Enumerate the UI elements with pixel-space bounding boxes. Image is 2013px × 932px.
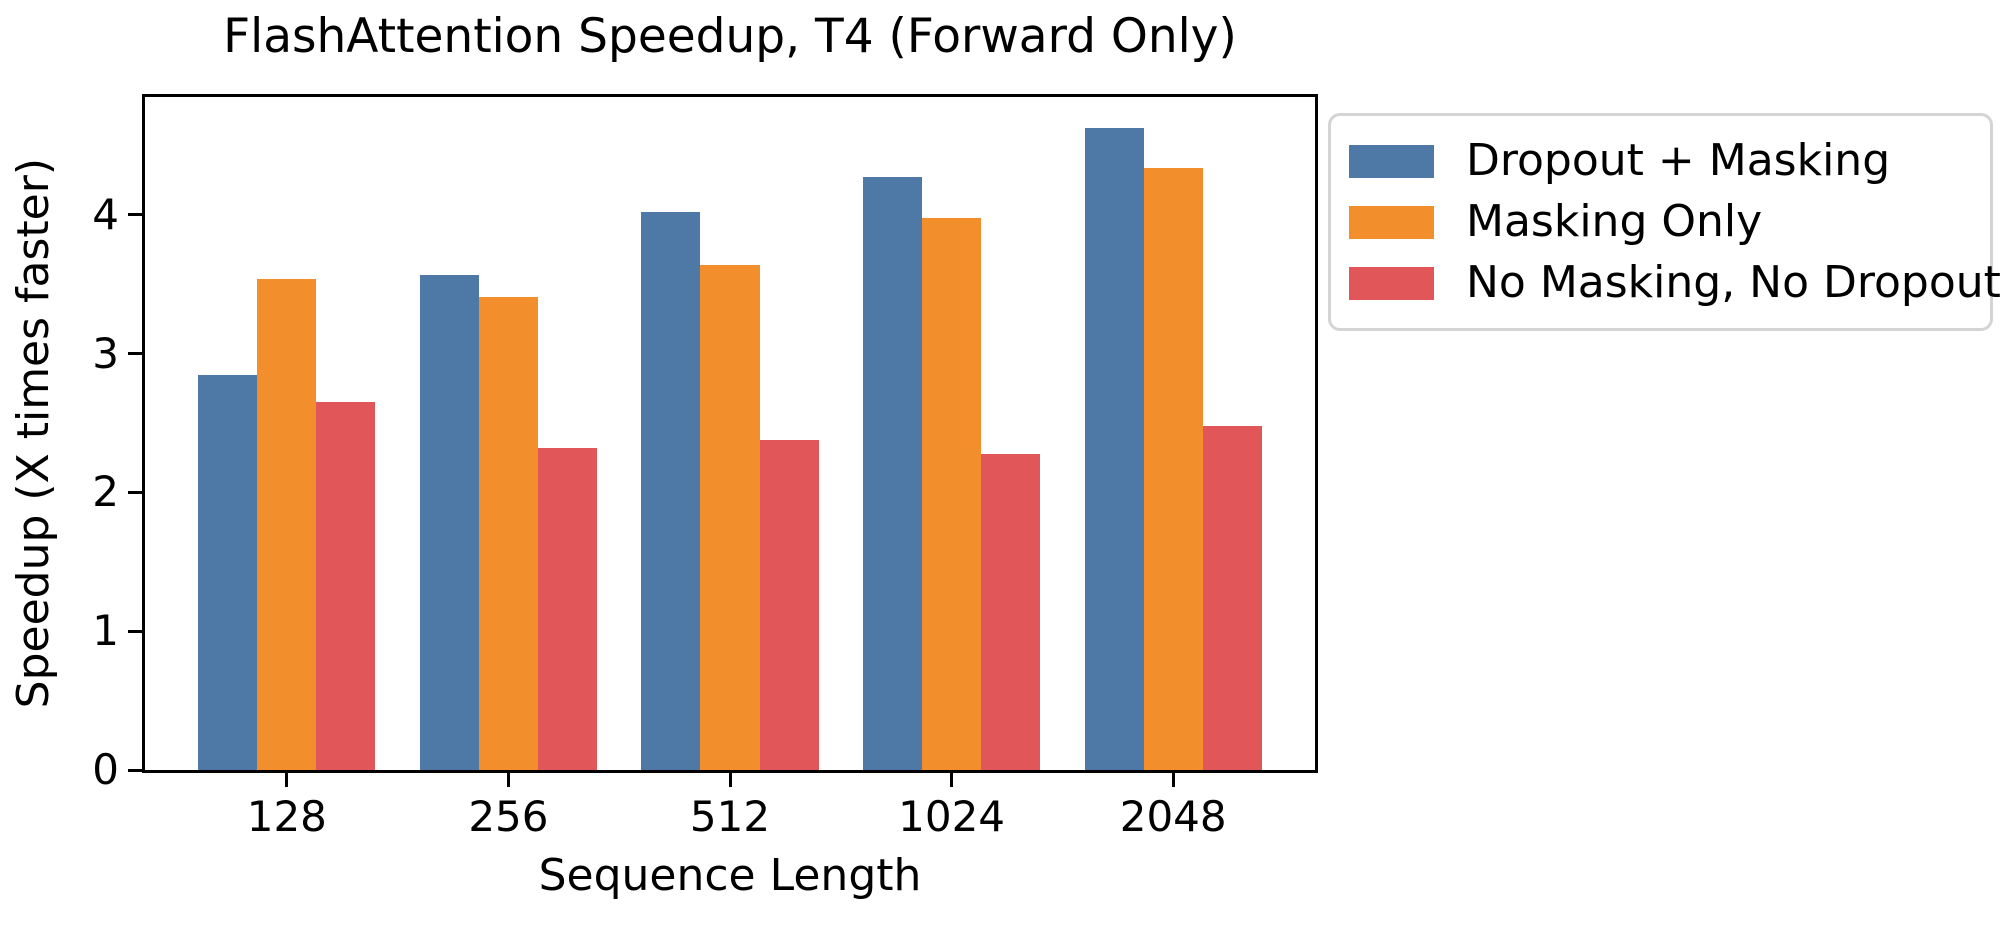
- x-tick-label-128: 128: [246, 792, 327, 841]
- bar-dropout-masking-128: [198, 374, 258, 770]
- bar-no-masking-no-dropout-1024: [981, 453, 1041, 770]
- bar-dropout-masking-512: [641, 212, 701, 770]
- x-axis-label: Sequence Length: [538, 850, 922, 901]
- bar-dropout-masking-2048: [1084, 127, 1144, 770]
- legend-label: No Masking, No Dropout: [1466, 257, 2001, 308]
- y-tick-label-2: 2: [92, 467, 119, 517]
- y-tick-label-0: 0: [92, 745, 119, 794]
- legend-swatch-masking-only: [1349, 205, 1434, 239]
- bar-masking-only-512: [700, 264, 760, 770]
- bar-no-masking-no-dropout-512: [759, 439, 819, 770]
- legend-item: No Masking, No Dropout: [1349, 261, 2001, 305]
- bar-dropout-masking-1024: [862, 177, 923, 770]
- x-tick-mark-128: [285, 773, 289, 787]
- x-tick-label-1024: 1024: [898, 792, 1006, 841]
- x-tick-label-256: 256: [468, 792, 549, 841]
- legend: Dropout + Masking Masking Only No Maskin…: [1328, 113, 2001, 331]
- y-tick-mark-1: [128, 629, 142, 633]
- x-tick-label-512: 512: [689, 792, 771, 841]
- y-tick-mark-0: [128, 768, 142, 772]
- x-tick-mark-1024: [950, 773, 954, 787]
- bar-dropout-masking-256: [419, 274, 479, 770]
- bar-masking-only-128: [257, 278, 317, 770]
- y-axis-label-wrap: Speedup (X times faster): [4, 97, 62, 770]
- y-tick-mark-4: [128, 213, 142, 217]
- y-tick-mark-3: [128, 352, 142, 356]
- y-tick-label-4: 4: [92, 189, 119, 239]
- legend-label: Masking Only: [1466, 196, 1763, 247]
- plot-area: 0 1 2 3 4 128 256 512 1024 2048: [92, 94, 1318, 838]
- chart-title: FlashAttention Speedup, T4 (Forward Only…: [223, 9, 1237, 64]
- x-tick-mark-256: [506, 773, 510, 787]
- y-axis-label: Speedup (X times faster): [7, 158, 59, 709]
- legend-swatch-dropout-masking: [1349, 144, 1434, 178]
- bar-no-masking-no-dropout-256: [537, 448, 598, 770]
- legend-label: Dropout + Masking: [1466, 135, 1891, 186]
- x-tick-mark-2048: [1171, 773, 1175, 787]
- y-tick-label-3: 3: [92, 328, 119, 378]
- y-tick-mark-2: [128, 490, 142, 494]
- bar-masking-only-1024: [922, 217, 982, 770]
- x-tick-mark-512: [728, 773, 732, 787]
- y-tick-label-1: 1: [92, 606, 119, 656]
- bar-no-masking-no-dropout-2048: [1202, 425, 1262, 770]
- legend-item: Masking Only: [1349, 200, 1990, 244]
- legend-swatch-no-masking-no-dropout: [1349, 266, 1434, 300]
- bar-masking-only-2048: [1143, 167, 1203, 770]
- bar-no-masking-no-dropout-128: [316, 402, 376, 770]
- legend-item: Dropout + Masking: [1349, 139, 1990, 183]
- bar-masking-only-256: [478, 296, 538, 770]
- x-tick-label-2048: 2048: [1119, 792, 1227, 841]
